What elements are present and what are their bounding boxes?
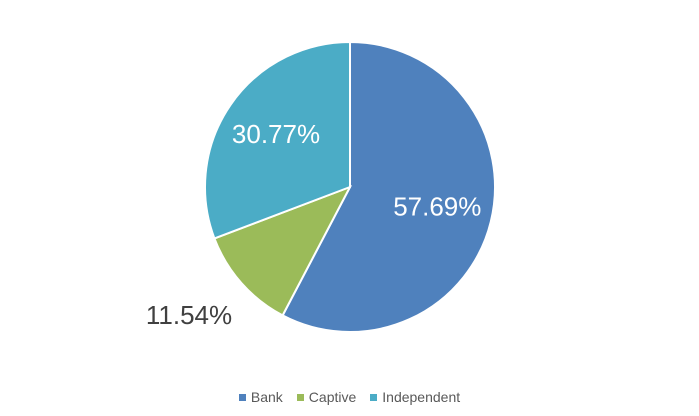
pie-slice-bank bbox=[281, 40, 496, 333]
legend-item-captive: Captive bbox=[296, 389, 357, 405]
legend-item-bank: Bank bbox=[238, 389, 283, 405]
chart-legend: Bank Captive Independent bbox=[0, 386, 699, 408]
data-label-independent: 30.77% bbox=[232, 119, 320, 149]
pie-slice-captive bbox=[213, 185, 353, 317]
legend-swatch-independent bbox=[370, 393, 378, 401]
pie-slice-independent bbox=[204, 40, 351, 240]
legend-label-independent: Independent bbox=[382, 389, 461, 405]
legend-label-bank: Bank bbox=[250, 389, 283, 405]
legend-swatch-bank bbox=[238, 393, 246, 401]
data-label-bank: 57.69% bbox=[393, 191, 481, 221]
legend-swatch-captive bbox=[296, 393, 304, 401]
data-label-captive: 11.54% bbox=[146, 300, 232, 330]
legend-label-captive: Captive bbox=[308, 389, 357, 405]
legend-item-independent: Independent bbox=[370, 389, 460, 405]
